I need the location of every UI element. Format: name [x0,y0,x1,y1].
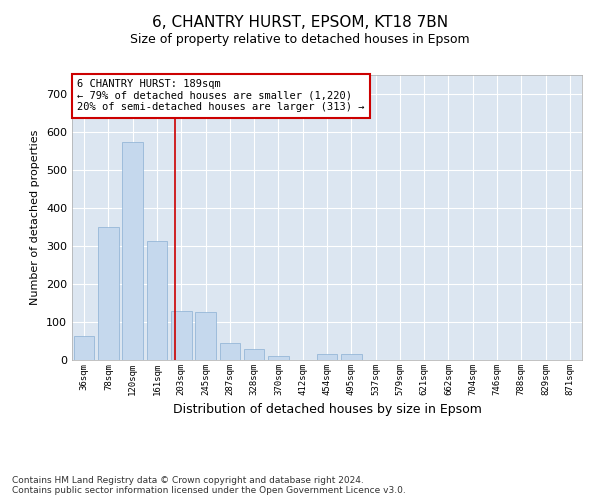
Bar [268,356,289,360]
Bar [341,354,362,360]
Bar [122,142,143,360]
Bar [98,227,119,360]
Text: 6 CHANTRY HURST: 189sqm
← 79% of detached houses are smaller (1,220)
20% of semi: 6 CHANTRY HURST: 189sqm ← 79% of detache… [77,80,365,112]
Bar [146,241,167,360]
Y-axis label: Number of detached properties: Number of detached properties [31,130,40,305]
Text: 6, CHANTRY HURST, EPSOM, KT18 7BN: 6, CHANTRY HURST, EPSOM, KT18 7BN [152,15,448,30]
Bar [195,312,216,360]
Bar [74,336,94,360]
Bar [220,342,240,360]
X-axis label: Distribution of detached houses by size in Epsom: Distribution of detached houses by size … [173,404,481,416]
Bar [317,354,337,360]
Text: Size of property relative to detached houses in Epsom: Size of property relative to detached ho… [130,32,470,46]
Bar [244,350,265,360]
Bar [171,310,191,360]
Text: Contains HM Land Registry data © Crown copyright and database right 2024.
Contai: Contains HM Land Registry data © Crown c… [12,476,406,495]
